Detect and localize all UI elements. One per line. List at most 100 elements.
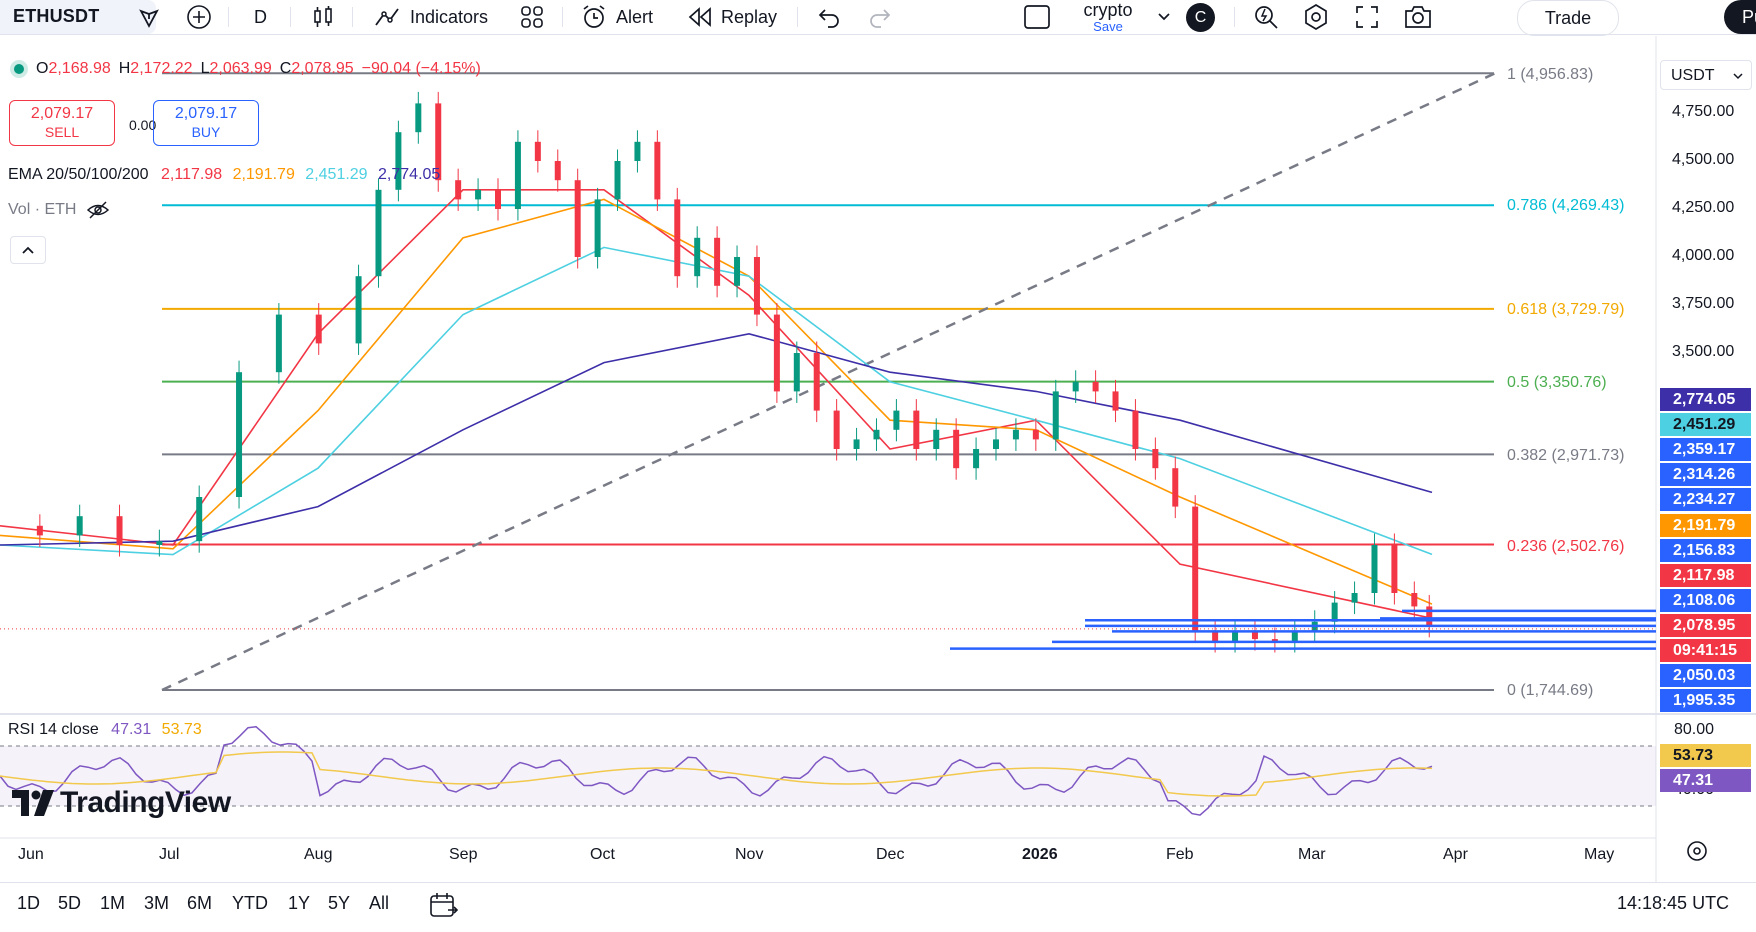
eye-hidden-icon[interactable] — [86, 201, 110, 219]
volume-label: Vol · ETH — [8, 201, 77, 218]
currency-select[interactable]: USDT — [1660, 60, 1752, 90]
tradingview-logo-icon — [12, 790, 54, 816]
range-button[interactable]: All — [369, 893, 390, 913]
candle-body — [1092, 381, 1099, 392]
candle-body — [1426, 606, 1433, 626]
layout-save: Save — [1093, 19, 1123, 34]
layout-square-icon[interactable] — [1023, 0, 1051, 34]
symbol-search[interactable]: ETHUSDT — [0, 0, 156, 34]
fullscreen-icon[interactable] — [1354, 0, 1380, 34]
candle-body — [435, 103, 442, 181]
interval-button[interactable]: D — [254, 0, 267, 34]
candle-body — [1271, 639, 1278, 641]
chevron-down-icon[interactable] — [1157, 0, 1171, 34]
range-button[interactable]: 5Y — [328, 893, 351, 913]
close-label: C — [279, 60, 292, 77]
candle-body — [1232, 631, 1239, 641]
fib-label: 0.382 (2,971.73) — [1507, 447, 1625, 464]
candle-body — [853, 439, 860, 449]
indicators-button[interactable]: Indicators — [374, 0, 488, 34]
close-value: 2,078.95 — [291, 60, 354, 77]
rsi-line — [0, 725, 1433, 816]
price-tag: 2,156.83 — [1660, 539, 1751, 562]
candle-body — [594, 199, 601, 257]
candle-body — [893, 410, 900, 430]
time-axis-label: May — [1584, 846, 1615, 863]
settings-gear-icon[interactable] — [1302, 0, 1330, 34]
alarm-clock-icon — [583, 5, 605, 28]
rsi-ma-value: 53.73 — [161, 721, 202, 738]
alert-button[interactable]: Alert — [580, 0, 653, 34]
price-tag: 2,108.06 — [1660, 589, 1751, 612]
rsi-legend[interactable]: RSI 14 close 47.31 53.73 — [8, 721, 202, 739]
layout-name-button[interactable]: crypto Save — [1068, 0, 1148, 34]
price-tag: 2,774.05 — [1660, 388, 1751, 411]
candle-body — [236, 372, 243, 497]
price-tag: 2,359.17 — [1660, 438, 1751, 461]
range-button[interactable]: 6M — [187, 893, 213, 913]
rsi-tag: 47.31 — [1660, 769, 1751, 792]
price-axis-label: 4,750.00 — [1672, 103, 1735, 120]
candle-body — [375, 189, 382, 277]
price-tag: 2,451.29 — [1660, 413, 1751, 436]
fib-label: 0.618 (3,729.79) — [1507, 301, 1625, 318]
compare-icon[interactable] — [137, 0, 161, 34]
sell-price: 2,079.17 — [30, 105, 94, 122]
price-axis-label: 3,500.00 — [1672, 343, 1735, 360]
price-axis-label: 4,500.00 — [1672, 151, 1735, 168]
buy-button[interactable]: 2,079.17 BUY — [153, 100, 259, 146]
range-button[interactable]: 1D — [17, 893, 41, 913]
rsi-ma-line — [0, 751, 1433, 797]
candle-body — [654, 141, 661, 200]
indicators-icon — [375, 8, 399, 26]
publish-button[interactable]: Pu — [1724, 0, 1756, 34]
candle-body — [674, 199, 681, 277]
volume-legend[interactable]: Vol · ETH — [8, 201, 110, 219]
live-dot — [14, 64, 24, 74]
fib-label: 0 (1,744.69) — [1507, 682, 1594, 699]
candle-body — [455, 180, 462, 200]
candle-body — [1012, 429, 1019, 440]
candle-body — [275, 314, 282, 373]
candle-body — [1112, 391, 1119, 411]
time-axis-settings-icon[interactable] — [1685, 839, 1709, 868]
range-button[interactable]: YTD — [232, 893, 268, 913]
ema-legend[interactable]: EMA 20/50/100/200 2,117.98 2,191.79 2,45… — [8, 166, 440, 184]
range-button[interactable]: 3M — [144, 893, 170, 913]
time-axis-label: Mar — [1298, 846, 1326, 863]
time-axis-label: Aug — [304, 846, 333, 863]
price-chart[interactable] — [0, 36, 1756, 882]
range-button[interactable]: 1M — [100, 893, 126, 913]
redo-icon[interactable] — [868, 0, 892, 34]
time-axis-label: Jul — [159, 846, 180, 863]
range-button[interactable]: 1Y — [288, 893, 311, 913]
time-axis-label: Apr — [1443, 846, 1468, 863]
brand-name: TradingView — [60, 786, 231, 819]
top-toolbar: ETHUSDT D Indicators Alert Replay crypto… — [0, 0, 1756, 36]
candle-body — [156, 541, 163, 545]
candle-body — [574, 180, 581, 257]
candles-icon[interactable] — [311, 0, 335, 34]
layout-name: crypto — [1083, 0, 1133, 20]
rsi-tag: 53.73 — [1660, 744, 1751, 767]
templates-icon[interactable] — [519, 0, 545, 34]
price-tag: 2,314.26 — [1660, 463, 1751, 486]
chevron-down-icon — [1733, 73, 1743, 80]
quick-search-icon[interactable] — [1253, 0, 1279, 34]
replay-button[interactable]: Replay — [687, 0, 777, 34]
candle-body — [1172, 468, 1179, 507]
avatar[interactable]: C — [1186, 3, 1215, 32]
fib-label: 1 (4,956.83) — [1507, 66, 1594, 83]
undo-icon[interactable] — [817, 0, 841, 34]
tradingview-logo[interactable]: TradingView — [12, 786, 231, 820]
trade-button[interactable]: Trade — [1517, 0, 1619, 36]
candle-body — [734, 257, 741, 286]
spread-value: 0.00 — [129, 117, 157, 133]
collapse-legend-button[interactable] — [10, 236, 46, 264]
range-button[interactable]: 5D — [58, 893, 82, 913]
camera-icon[interactable] — [1403, 0, 1433, 34]
add-symbol-icon[interactable] — [186, 0, 212, 34]
clock[interactable]: 14:18:45 UTC — [1617, 893, 1730, 913]
sell-button[interactable]: 2,079.17 SELL — [9, 100, 115, 146]
calendar-icon[interactable] — [428, 891, 459, 924]
